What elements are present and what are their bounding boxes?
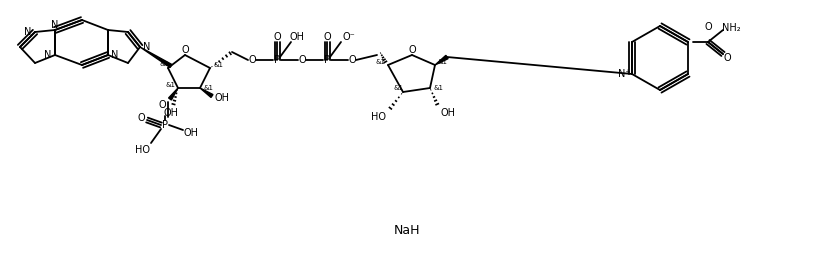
Polygon shape	[200, 88, 213, 97]
Text: O: O	[249, 55, 256, 65]
Text: &1: &1	[160, 61, 170, 67]
Text: &1: &1	[438, 59, 448, 65]
Text: O: O	[704, 22, 711, 32]
Text: NaH: NaH	[394, 223, 421, 236]
Polygon shape	[140, 47, 172, 68]
Text: O: O	[158, 100, 165, 110]
Text: OH: OH	[440, 108, 456, 118]
Text: &1: &1	[213, 62, 223, 68]
Text: P: P	[324, 55, 330, 65]
Text: O: O	[273, 32, 281, 42]
Text: O: O	[181, 45, 189, 55]
Text: O: O	[408, 45, 416, 55]
Text: O: O	[137, 113, 145, 123]
Text: N: N	[24, 27, 32, 37]
Text: P: P	[274, 55, 280, 65]
Text: O: O	[324, 32, 331, 42]
Text: OH: OH	[214, 93, 230, 103]
Polygon shape	[169, 88, 178, 100]
Text: O: O	[723, 53, 731, 63]
Text: HO: HO	[135, 145, 151, 155]
Text: N: N	[44, 50, 51, 60]
Text: OH: OH	[183, 128, 199, 138]
Text: &1: &1	[165, 82, 175, 88]
Text: P: P	[162, 120, 168, 130]
Text: O⁻: O⁻	[342, 32, 355, 42]
Text: O: O	[298, 55, 306, 65]
Text: OH: OH	[164, 108, 178, 118]
Text: &1: &1	[203, 85, 213, 91]
Text: NH₂: NH₂	[722, 23, 740, 33]
Text: N⁺: N⁺	[618, 69, 630, 79]
Text: &1: &1	[375, 59, 385, 65]
Text: N: N	[143, 42, 151, 52]
Text: OH: OH	[289, 32, 305, 42]
Text: N: N	[112, 50, 119, 60]
Text: N: N	[51, 20, 59, 30]
Text: O: O	[348, 55, 356, 65]
Text: &1: &1	[393, 85, 403, 91]
Polygon shape	[435, 55, 448, 65]
Text: HO: HO	[372, 112, 386, 122]
Text: &1: &1	[433, 85, 443, 91]
